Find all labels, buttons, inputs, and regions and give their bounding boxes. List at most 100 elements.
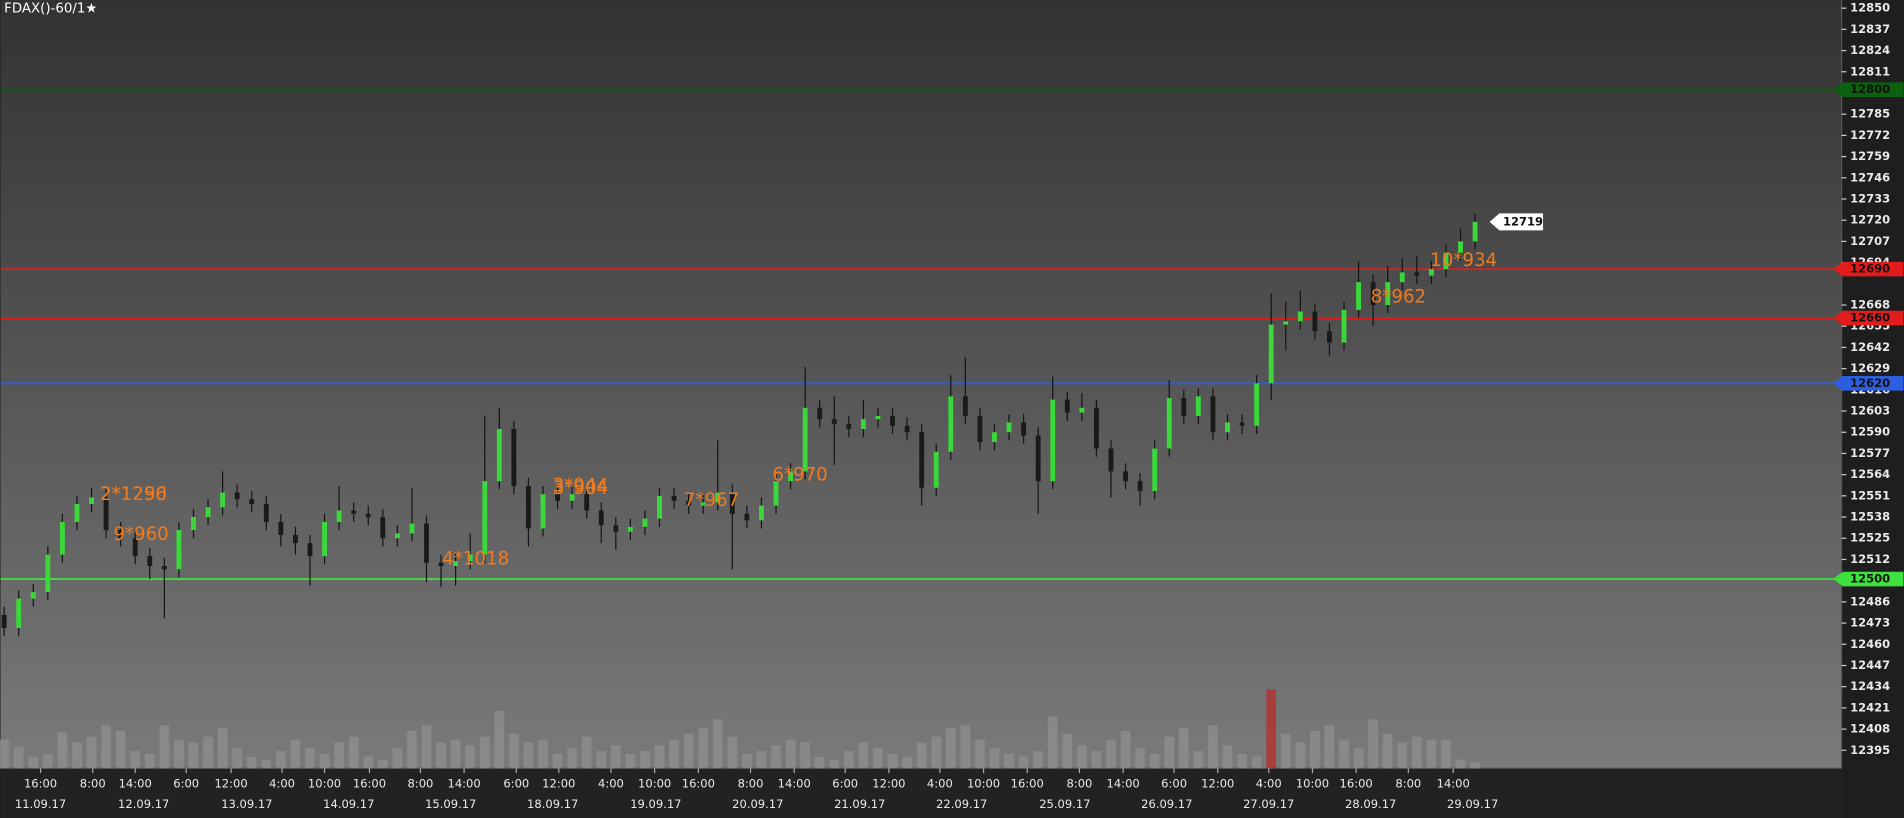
volume-bar xyxy=(1062,733,1073,769)
candle-body xyxy=(992,432,997,443)
annotation: 9*960 xyxy=(113,524,168,545)
candle-body xyxy=(278,521,284,535)
candle-body xyxy=(1356,282,1361,310)
volume-bar xyxy=(1091,751,1102,769)
volume-bar xyxy=(742,753,752,769)
y-tick-label: 12512 xyxy=(1850,552,1890,566)
x-time-label: 12:00 xyxy=(542,777,575,791)
x-time-label: 10:00 xyxy=(1296,777,1329,791)
x-time-label: 4:00 xyxy=(598,777,624,791)
x-date-label: 28.09.17 xyxy=(1345,797,1396,811)
y-tick-label: 12707 xyxy=(1850,234,1890,248)
x-time-label: 16:00 xyxy=(353,777,386,791)
x-date-label: 19.09.17 xyxy=(630,797,681,811)
candle-body xyxy=(1341,309,1347,343)
volume-bar xyxy=(1368,719,1378,769)
candle-body xyxy=(394,533,400,539)
candle-body xyxy=(788,471,794,482)
x-date-label: 14.09.17 xyxy=(323,797,374,811)
candle-body xyxy=(948,396,954,452)
volume-bar xyxy=(538,739,548,769)
volume-bar xyxy=(727,736,738,769)
volume-bar xyxy=(640,751,650,769)
candle-body xyxy=(642,518,648,527)
candle-body xyxy=(292,534,298,544)
volume-bar xyxy=(887,753,898,769)
candle-body xyxy=(1472,221,1478,242)
candle-body xyxy=(744,513,750,521)
y-tick-label: 12759 xyxy=(1850,149,1890,163)
candle-body xyxy=(1385,282,1391,306)
candle-body xyxy=(176,530,182,570)
candle-body xyxy=(1399,272,1405,283)
x-time-label: 14:00 xyxy=(119,777,152,791)
volume-bar xyxy=(1149,753,1160,769)
candle-body xyxy=(860,419,866,429)
x-time-label: 8:00 xyxy=(1395,777,1421,791)
x-date-label: 18.09.17 xyxy=(527,797,578,811)
candle-body xyxy=(1021,422,1027,436)
y-tick-label: 12733 xyxy=(1850,191,1890,205)
x-time-label: 4:00 xyxy=(927,777,953,791)
x-time-label: 14:00 xyxy=(1107,777,1140,791)
candle-body xyxy=(1123,471,1128,482)
x-date-label: 11.09.17 xyxy=(15,797,66,811)
candle-body xyxy=(875,415,881,420)
candle-body xyxy=(598,510,604,526)
x-time-label: 14:00 xyxy=(448,777,481,791)
volume-bar xyxy=(363,756,374,769)
price-level-label: 12660 xyxy=(1850,311,1890,325)
volume-bar xyxy=(436,742,446,769)
candle-body xyxy=(729,492,735,514)
x-time-label: 16:00 xyxy=(1011,777,1044,791)
y-tick-label: 12577 xyxy=(1850,446,1890,460)
candle-body xyxy=(773,481,779,506)
candle-body xyxy=(307,543,313,557)
y-tick-label: 12408 xyxy=(1850,722,1890,736)
candle-body xyxy=(30,592,36,599)
candle-body xyxy=(627,526,633,532)
y-tick-label: 12460 xyxy=(1850,637,1890,651)
price-level-label: 12500 xyxy=(1850,572,1890,586)
volume-bar xyxy=(159,725,170,769)
volume-bar xyxy=(494,710,505,769)
candle-body xyxy=(831,419,837,425)
volume-bar xyxy=(1222,745,1233,769)
candle-body xyxy=(526,486,531,529)
candle-body xyxy=(904,425,910,433)
candle-body xyxy=(1108,448,1114,472)
volume-bar xyxy=(858,742,869,769)
volume-bar xyxy=(1135,748,1145,769)
volume-bar xyxy=(101,725,111,769)
volume-bar xyxy=(407,730,417,769)
volume-bar xyxy=(28,756,39,769)
candle-body xyxy=(1064,399,1070,413)
volume-bar xyxy=(174,739,184,769)
volume-bar xyxy=(843,751,854,769)
candle-body xyxy=(1181,397,1187,416)
candle-body xyxy=(409,523,415,534)
volume-bar xyxy=(1280,733,1291,769)
x-time-label: 6:00 xyxy=(832,777,858,791)
x-time-label: 12:00 xyxy=(872,777,905,791)
price-level-flag xyxy=(1833,571,1904,587)
candle-body xyxy=(1297,311,1303,322)
volume-bar xyxy=(86,736,97,769)
volume-bar xyxy=(1295,742,1306,769)
candle-body xyxy=(1458,241,1463,253)
y-tick-label: 12434 xyxy=(1850,679,1890,693)
candle-body xyxy=(1137,481,1143,491)
y-tick-label: 12421 xyxy=(1850,700,1890,714)
x-date-label: 20.09.17 xyxy=(732,797,783,811)
volume-bar xyxy=(931,736,942,769)
time-axis-panel xyxy=(0,768,1842,818)
candle-body xyxy=(438,562,444,566)
candle-body xyxy=(846,424,852,429)
y-tick-label: 12564 xyxy=(1850,467,1890,481)
candle-body xyxy=(613,525,619,532)
candle-body xyxy=(919,432,925,488)
candle-body xyxy=(1268,324,1274,384)
volume-bar xyxy=(800,742,811,769)
candle-body xyxy=(1370,282,1376,306)
